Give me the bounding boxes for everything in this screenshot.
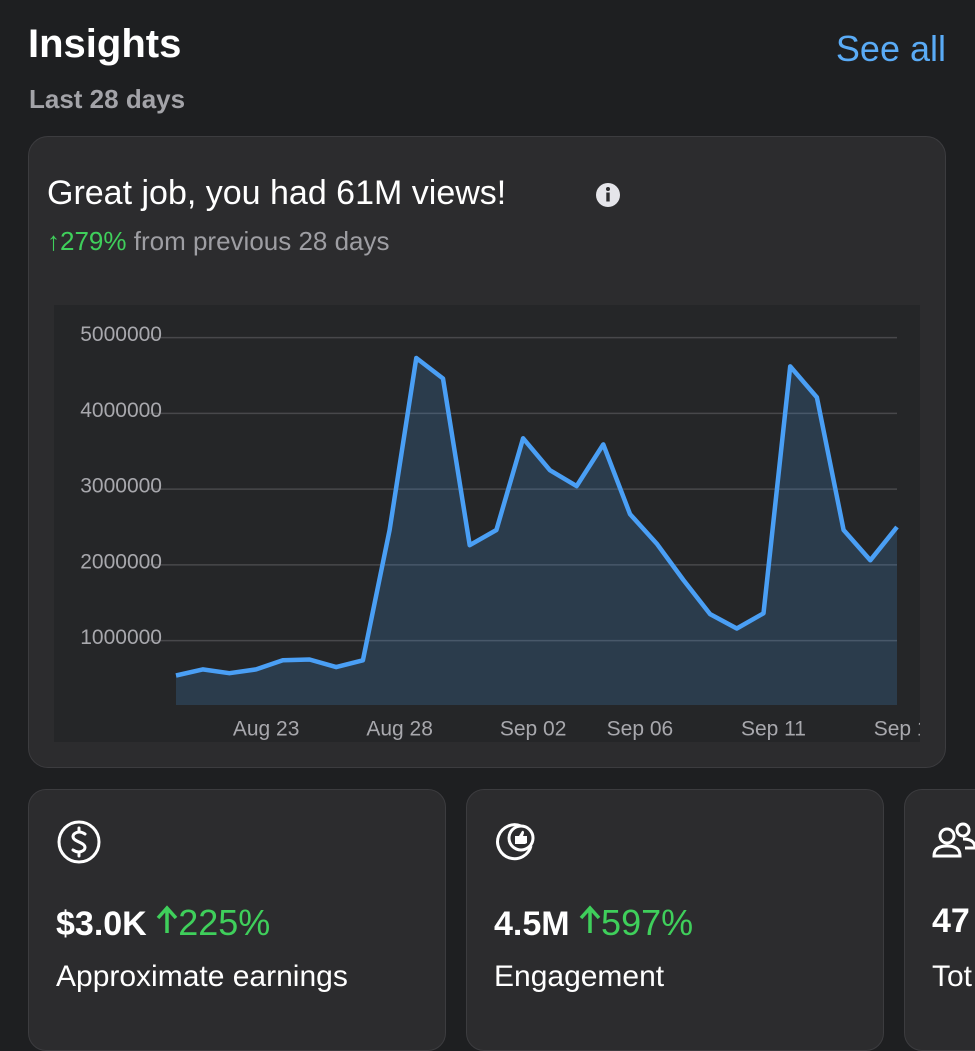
headline: Great job, you had 61M views! — [47, 174, 506, 213]
x-tick-label: Aug 23 — [233, 718, 300, 741]
card-label: Approximate earnings — [56, 960, 348, 993]
y-tick-label: 2000000 — [80, 550, 162, 573]
y-tick-label: 1000000 — [80, 626, 162, 649]
x-tick-label: Sep 16 — [874, 718, 920, 741]
card-value: 47 — [932, 902, 970, 940]
earnings-card[interactable]: $3.0K 225% Approximate earnings — [28, 789, 446, 1051]
y-tick-label: 3000000 — [80, 475, 162, 498]
engagement-card[interactable]: 4.5M 597% Engagement — [466, 789, 884, 1051]
card-label: Engagement — [494, 960, 665, 993]
card-value-row: $3.0K 225% — [56, 902, 270, 944]
line — [175, 355, 899, 678]
x-tick-label: Sep 11 — [741, 718, 806, 741]
up-arrow — [156, 905, 178, 933]
change-text: from previous 28 days — [133, 226, 390, 256]
up-arrow — [579, 905, 601, 933]
y-tick-label: 5000000 — [80, 323, 162, 346]
title: Insights — [28, 22, 182, 66]
dollar-icon — [57, 820, 101, 864]
page: Insights Last 28 days See all Great job,… — [28, 22, 975, 1051]
subtitle: Last 28 days — [29, 84, 186, 114]
card-change: 597% — [601, 902, 694, 943]
x-tick-label: Aug 28 — [366, 718, 433, 741]
headline-text: Great job, you had 61M views! — [47, 174, 507, 212]
change-line: ↑279% from previous 28 days — [47, 226, 390, 257]
card-value: 4.5M — [494, 905, 570, 943]
card-value: $3.0K — [56, 905, 147, 943]
x-tick-label: Sep 06 — [607, 718, 674, 741]
card-value-row: 4.5M 597% — [494, 902, 693, 944]
x-tick-label: Sep 02 — [500, 718, 567, 741]
card-change: 225% — [178, 902, 271, 943]
people-icon — [932, 822, 975, 858]
see-all-link[interactable]: See all — [835, 28, 946, 69]
thumbs-icon — [496, 823, 535, 861]
change-value: ↑279% — [47, 226, 127, 256]
card-label: Tot — [932, 960, 973, 993]
audience-card[interactable]: 47 Tot — [904, 789, 975, 1051]
info-icon[interactable] — [594, 181, 622, 209]
chart: 1000000 2000000 3000000 4000000 5000000 Aug 2… — [54, 305, 920, 742]
y-tick-label: 4000000 — [80, 399, 162, 422]
